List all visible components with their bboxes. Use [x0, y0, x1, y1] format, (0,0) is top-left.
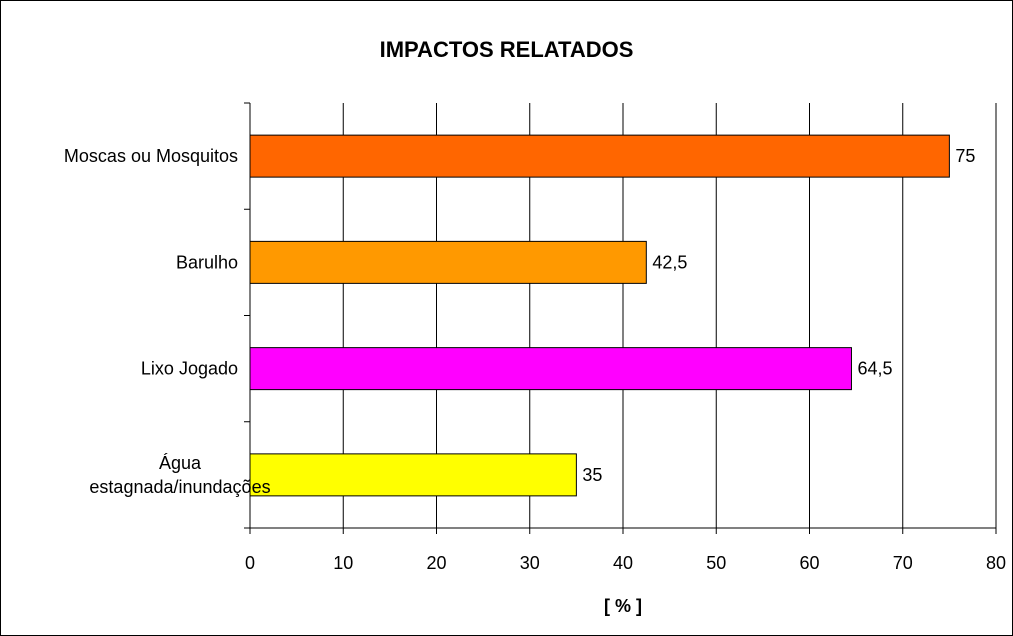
x-tick-label: 20	[426, 553, 446, 573]
x-tick-label: 70	[893, 553, 913, 573]
x-tick-label: 10	[333, 553, 353, 573]
x-axis-title: [ % ]	[604, 596, 642, 616]
category-label: Água estagnada/inundações	[89, 453, 270, 497]
category-label: Barulho	[176, 252, 238, 272]
bar-2	[249, 240, 647, 284]
x-tick-label: 80	[986, 553, 1006, 573]
data-label: 64,5	[857, 359, 892, 379]
x-tick-label: 50	[706, 553, 726, 573]
bar-1	[249, 134, 950, 178]
data-label: 42,5	[652, 252, 687, 272]
bar-4	[249, 453, 577, 497]
chart-title: IMPACTOS RELATADOS	[379, 37, 634, 62]
data-label: 75	[955, 146, 975, 166]
category-label: Moscas ou Mosquitos	[64, 146, 238, 166]
data-label: 35	[582, 465, 602, 485]
x-tick-label: 40	[613, 553, 633, 573]
category-label: Lixo Jogado	[141, 359, 238, 379]
x-tick-label: 30	[520, 553, 540, 573]
x-tick-label: 0	[245, 553, 255, 573]
axes	[244, 102, 997, 534]
bars	[249, 134, 950, 497]
x-tick-label: 60	[799, 553, 819, 573]
bar-3	[249, 347, 852, 391]
labels: 75 Moscas ou Mosquitos 42,5 Barulho 64,5 Lixo…	[64, 146, 1006, 573]
